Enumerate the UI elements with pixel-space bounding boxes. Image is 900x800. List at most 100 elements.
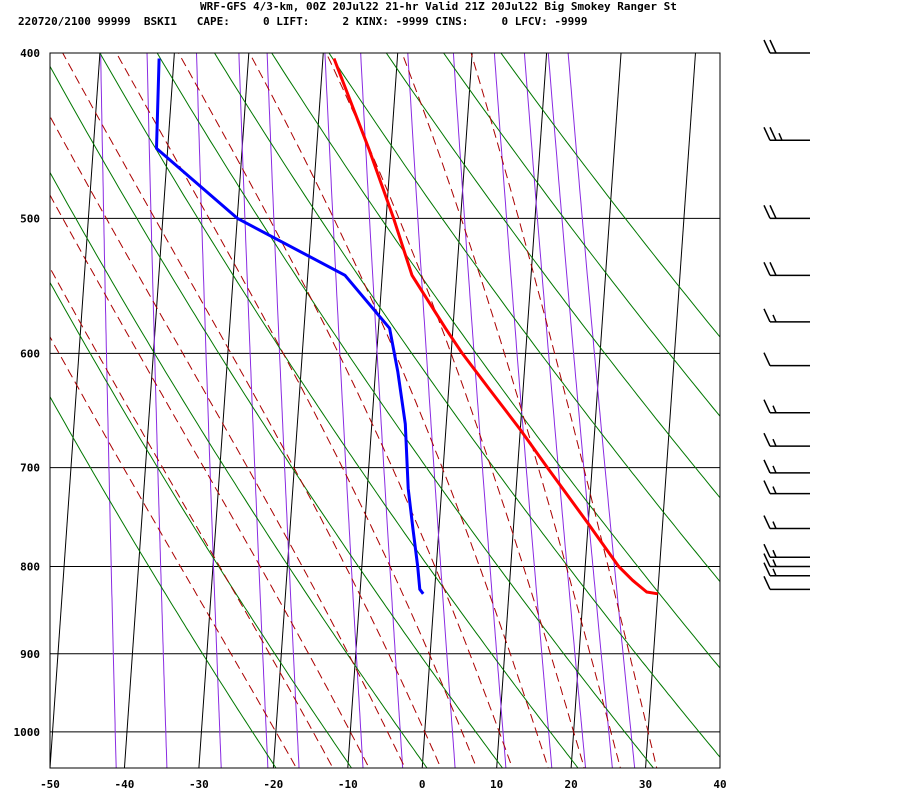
wind-barb (763, 262, 810, 277)
dry-adiabat (213, 53, 720, 758)
wind-barb-half-feather (772, 521, 777, 529)
wind-barb-full-feather (763, 515, 771, 529)
mixing-ratio-line (547, 53, 613, 768)
mixing-ratio-line (360, 53, 404, 768)
mixing-ratio-line (407, 53, 456, 768)
moist-adiabat (401, 53, 621, 768)
temperature-tick-label: 40 (713, 778, 726, 791)
mixing-ratio-line (523, 53, 587, 768)
wind-barb (763, 576, 810, 591)
wind-barb (763, 480, 810, 495)
pressure-tick-label: 900 (20, 648, 40, 661)
moist-adiabat (115, 53, 478, 768)
wind-barb-half-feather (772, 438, 777, 447)
wind-barb (763, 308, 810, 323)
wind-barb-half-feather (772, 465, 777, 474)
isotherm-30 (645, 53, 696, 768)
isotherm--30 (198, 53, 250, 768)
wind-barb-half-feather (772, 549, 777, 558)
wind-barb-half-feather (772, 314, 777, 323)
mixing-ratio-line (567, 53, 636, 768)
dry-adiabat (385, 53, 720, 499)
wind-barb-full-feather (763, 262, 771, 276)
plot-frame (49, 52, 721, 769)
wind-barb-full-feather (763, 126, 771, 141)
pressure-tick-label: 600 (20, 347, 40, 360)
dry-adiabat (156, 53, 655, 768)
isotherm-0 (421, 53, 473, 768)
isotherm--50 (50, 53, 101, 768)
temperature-tick-label: -30 (189, 778, 209, 791)
mixing-ratio-line (195, 53, 222, 768)
mixing-ratio-line (493, 53, 553, 768)
wind-barb-full-feather (763, 352, 771, 366)
mixing-ratio-line (146, 53, 168, 768)
dry-adiabat (328, 53, 720, 583)
temperature-tick-label: -50 (40, 778, 60, 791)
dry-adiabat (271, 53, 720, 669)
wind-barb-full-feather (769, 39, 777, 54)
mixing-ratio-line (238, 53, 269, 768)
pressure-tick-label: 700 (20, 462, 40, 475)
dewpoint-trace (155, 58, 425, 595)
wind-barb (763, 399, 810, 414)
wind-barb (763, 432, 810, 447)
temperature-tick-label: -20 (263, 778, 283, 791)
wind-barb-full-feather (763, 562, 771, 577)
mixing-ratio-line (452, 53, 507, 768)
wind-barb-full-feather (763, 576, 771, 590)
chart-title: WRF-GFS 4/3-km, 00Z 20Jul22 21-hr Valid … (200, 0, 677, 13)
sounding-indices: 220720/2100 99999 BSKI1 CAPE: 0 LIFT: 2 … (18, 15, 588, 28)
wind-barb-half-feather (772, 405, 777, 413)
mixing-ratio-line (100, 53, 117, 768)
wind-barb-full-feather (763, 432, 771, 447)
wind-barb-full-feather (763, 480, 771, 494)
sounding-traces (155, 57, 658, 596)
moist-adiabat (470, 53, 658, 768)
wind-barb-half-feather (778, 132, 783, 141)
wind-barb-full-feather (763, 205, 771, 219)
wind-barb-half-feather (772, 559, 777, 567)
temperature-tick-label: 20 (564, 778, 577, 791)
wind-barbs (763, 39, 810, 591)
moist-adiabat (50, 335, 297, 768)
temperature-tick-label: 0 (419, 778, 426, 791)
wind-barb (763, 553, 810, 568)
temperature-tick-label: -10 (338, 778, 358, 791)
dry-adiabat (442, 53, 720, 418)
moist-adiabat (50, 267, 334, 768)
dry-adiabat (99, 53, 579, 768)
axis-labels: 400 500 600 700 800 900 1000 -50 -40 -30 -20 -10 0 10… (14, 47, 727, 791)
pressure-tick-label: 1000 (14, 726, 41, 739)
isotherm--20 (272, 53, 324, 768)
dry-adiabat (50, 65, 504, 768)
moist-adiabat (325, 53, 585, 768)
dry-adiabat (50, 395, 277, 768)
dry-adiabat (50, 281, 353, 768)
wind-barb-full-feather (769, 262, 777, 276)
dry-adiabat (50, 171, 428, 768)
dry-adiabat (500, 53, 720, 338)
wind-barb (763, 562, 810, 577)
pressure-tick-label: 500 (20, 212, 40, 225)
moist-adiabat (178, 53, 513, 768)
wind-barb (763, 352, 810, 367)
temperature-trace (332, 57, 658, 596)
wind-barb (763, 515, 810, 530)
wind-barb-half-feather (772, 568, 777, 577)
wind-barb (763, 205, 810, 220)
reference-lines (50, 53, 720, 768)
wind-barb-full-feather (763, 553, 771, 567)
wind-barb-half-feather (772, 486, 777, 494)
mixing-ratio-line (266, 53, 300, 768)
wind-barb-full-feather (763, 459, 771, 474)
moist-adiabat (248, 53, 549, 768)
isotherm-20 (570, 53, 622, 768)
wind-barb-full-feather (763, 543, 771, 558)
mixing-ratio-line (324, 53, 364, 768)
wind-barb-full-feather (769, 205, 777, 219)
pressure-tick-label: 800 (20, 561, 40, 574)
temperature-tick-label: -40 (115, 778, 135, 791)
pressure-tick-label: 400 (20, 47, 40, 60)
